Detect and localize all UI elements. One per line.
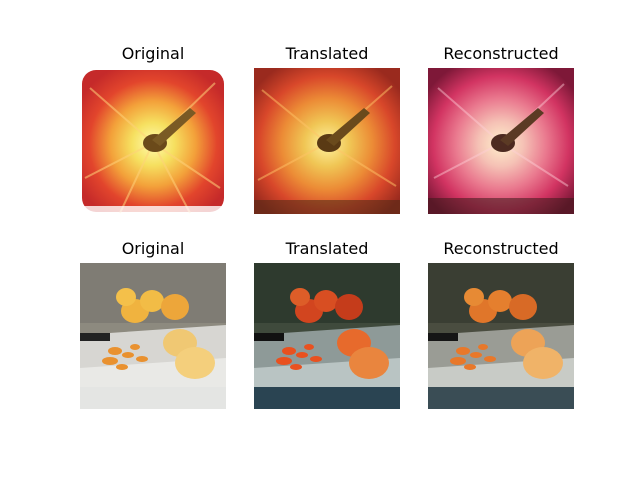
apple-original-image: [80, 68, 226, 214]
figure-grid: Original: [80, 42, 574, 409]
panel-apple-original: Original: [80, 42, 226, 214]
panel-title: Original: [121, 44, 185, 63]
panel-title: Reconstructed: [443, 239, 559, 258]
panel-oranges-translated: Translated: [254, 237, 400, 409]
panel-oranges-original: Original: [80, 237, 226, 409]
panel-title: Translated: [285, 239, 369, 258]
apple-reconstructed-image: [428, 68, 574, 214]
oranges-reconstructed-image: [428, 263, 574, 409]
panel-oranges-reconstructed: Reconstructed: [428, 237, 574, 409]
panel-apple-translated: Translated: [254, 42, 400, 214]
oranges-translated-image: [254, 263, 400, 409]
panel-title: Original: [121, 239, 185, 258]
panel-apple-reconstructed: Reconstructed: [428, 42, 574, 214]
panel-title: Translated: [285, 44, 369, 63]
apple-translated-image: [254, 68, 400, 214]
oranges-original-image: [80, 263, 226, 409]
panel-title: Reconstructed: [443, 44, 559, 63]
